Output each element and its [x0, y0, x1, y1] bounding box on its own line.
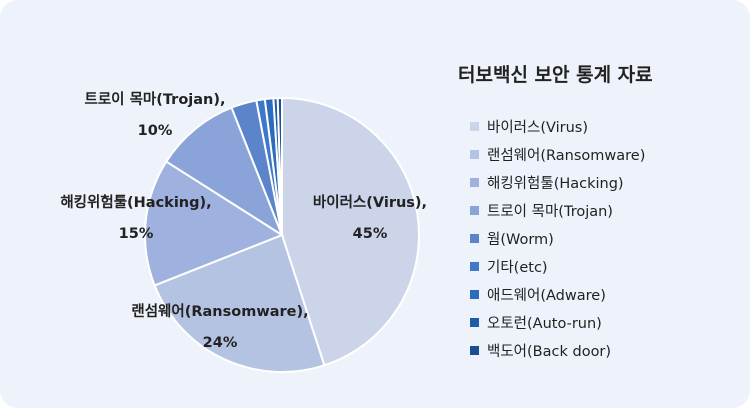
data-label-trojan-name: 트로이 목마(Trojan),: [85, 91, 226, 108]
legend-swatch: [470, 289, 479, 299]
legend-label: 오토런(Auto-run): [487, 315, 602, 332]
chart-legend: 바이러스(Virus) 랜섬웨어(Ransomware) 해킹위험툴(Hacking…: [470, 112, 645, 364]
legend-item-worm: 웜(Worm): [470, 224, 645, 252]
legend-swatch: [470, 205, 479, 215]
legend-swatch: [470, 121, 479, 131]
data-label-trojan-value: 10%: [138, 123, 173, 139]
legend-item-backdoor: 백도어(Back door): [470, 336, 645, 364]
data-label-ransomware-name: 랜섬웨어(Ransomware),: [131, 302, 308, 320]
legend-item-trojan: 트로이 목마(Trojan): [470, 196, 645, 224]
legend-label: 기타(etc): [487, 259, 548, 276]
legend-label: 바이러스(Virus): [487, 119, 589, 136]
legend-item-virus: 바이러스(Virus): [470, 112, 645, 140]
legend-label: 애드웨어(Adware): [487, 287, 606, 304]
data-label-virus-name: 바이러스(Virus),: [313, 194, 427, 211]
data-label-virus-value: 45%: [353, 226, 388, 242]
data-label-hacking-name: 해킹위험툴(Hacking),: [60, 193, 211, 211]
pie-slice-backdoor: [276, 96, 283, 236]
chart-title: 터보백신 보안 통계 자료: [458, 64, 653, 86]
legend-label: 랜섬웨어(Ransomware): [487, 147, 646, 164]
data-label-ransomware-value: 24%: [203, 335, 238, 351]
legend-item-autorun: 오토런(Auto-run): [470, 308, 645, 336]
legend-item-hacking: 해킹위험툴(Hacking): [470, 168, 645, 196]
legend-label: 백도어(Back door): [487, 343, 612, 360]
pie-slice-virus: [281, 96, 420, 367]
legend-item-ransomware: 랜섬웨어(Ransomware): [470, 140, 645, 168]
legend-label: 트로이 목마(Trojan): [487, 203, 613, 220]
legend-swatch: [470, 261, 479, 271]
legend-swatch: [470, 233, 479, 243]
legend-item-adware: 애드웨어(Adware): [470, 280, 645, 308]
legend-swatch: [470, 345, 479, 355]
pie-slice-trojan: [164, 106, 285, 238]
legend-swatch: [470, 149, 479, 159]
pie-slices: [144, 96, 420, 373]
data-label-hacking-value: 15%: [119, 226, 154, 242]
legend-label: 웜(Worm): [487, 231, 554, 248]
legend-swatch: [470, 177, 479, 187]
legend-item-etc: 기타(etc): [470, 252, 645, 280]
pie-slice-hacking: [144, 160, 285, 287]
legend-swatch: [470, 317, 479, 327]
data-labels: 바이러스(Virus), 45% 랜섬웨어(Ransomware), 24% 해…: [60, 91, 427, 351]
legend-label: 해킹위험툴(Hacking): [487, 175, 624, 192]
